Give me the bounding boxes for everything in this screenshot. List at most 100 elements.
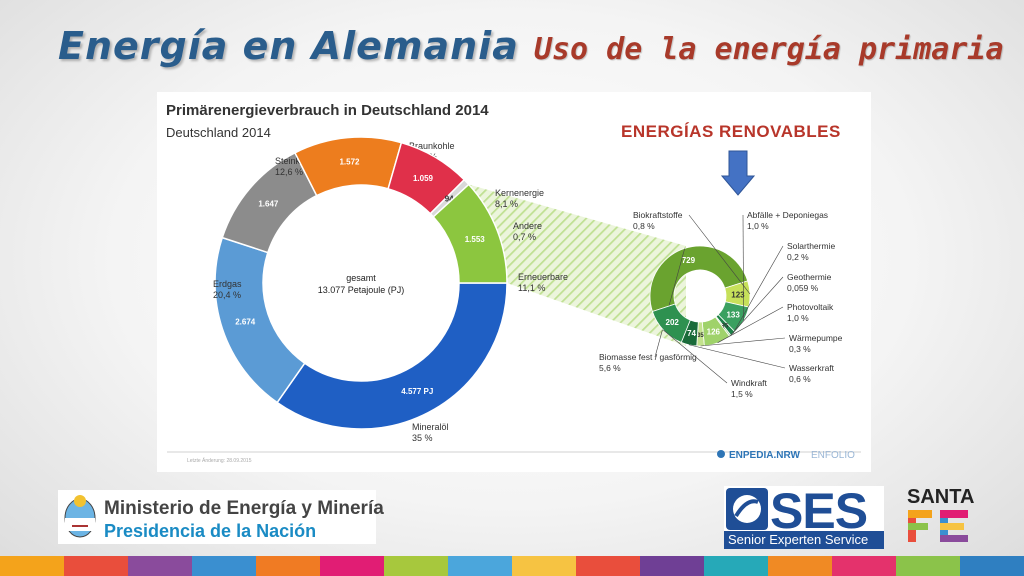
- argentina-coat-of-arms-icon: [64, 495, 96, 538]
- stripe-segment: [960, 556, 1024, 576]
- stripe-segment: [128, 556, 192, 576]
- slide-title-sub: Uso de la energía primaria: [533, 32, 1004, 67]
- slice-name-andere: Andere: [513, 221, 542, 231]
- slice-percent-kernenergie: 8,1 %: [495, 199, 518, 209]
- stripe-segment: [640, 556, 704, 576]
- stripe-segment: [576, 556, 640, 576]
- stripe-segment: [64, 556, 128, 576]
- slice-name-erdgas: Erdgas: [213, 279, 242, 289]
- slice-percent-steinkohle: 12,6 %: [275, 167, 303, 177]
- renewables-connector-band: [468, 184, 686, 346]
- stripe-segment: [704, 556, 768, 576]
- renew-leader-line-biokraftstoffe: [688, 214, 751, 295]
- slice-name-braunkohle: Braunkohle: [409, 141, 455, 151]
- slice-value-erneuerbare: 1.553: [465, 235, 486, 244]
- ses-subtitle-bar: [724, 531, 884, 549]
- renew-slice-name-biomasse-fest-gasformig: Biomasse fest / gasförmig: [599, 352, 697, 362]
- stripe-segment: [512, 556, 576, 576]
- renew-slice-value-biomasse-fest-gasformig: 729: [682, 256, 696, 265]
- renew-leader-line-windkraft: [663, 329, 728, 384]
- slide-title: Energía en Alemania Uso de la energía pr…: [58, 24, 1004, 68]
- slice-name-kernenergie: Kernenergie: [495, 188, 544, 198]
- renew-slice-percent-wasserkraft: 0,6 %: [789, 374, 811, 384]
- renew-slice-name-photovoltaik: Photovoltaik: [787, 302, 834, 312]
- renew-leader-line-geothermie: [729, 276, 784, 337]
- presidency-name: Presidencia de la Nación: [104, 521, 317, 541]
- renew-slice-value-photovoltaik: 126: [707, 328, 721, 337]
- stripe-segment: [832, 556, 896, 576]
- renew-leader-line-warmepumpe: [700, 337, 786, 347]
- center-label-line1: gesamt: [346, 273, 376, 283]
- renew-slice-name-solarthermie: Solarthermie: [787, 241, 835, 251]
- renew-slice-value-solarthermie: 25: [722, 324, 729, 330]
- slice-value-braunkohle: 1.572: [339, 158, 360, 167]
- color-stripe: [0, 556, 1024, 576]
- renew-slice-percent-windkraft: 1,5 %: [731, 389, 753, 399]
- renew-slice-value-abfalle-deponiegas: 133: [726, 311, 740, 320]
- renew-leader-line-abfalle-deponiegas: [742, 214, 744, 321]
- slice-name-steinkohle: Steinkohle: [275, 156, 317, 166]
- slice-value-andere: 94: [445, 195, 454, 204]
- renew-slice-percent-biokraftstoffe: 0,8 %: [633, 221, 655, 231]
- santa-fe-logo-fe: [908, 510, 968, 542]
- slice-percent-mineralol: 35 %: [412, 433, 433, 443]
- slice-percent-andere: 0,7 %: [513, 232, 536, 242]
- renew-slice-name-abfalle-deponiegas: Abfälle + Deponiegas: [747, 210, 828, 220]
- chart-panel: Primärenergieverbrauch in Deutschland 20…: [157, 92, 871, 472]
- slice-percent-erneuerbare: 11,1 %: [518, 283, 545, 293]
- slice-name-erneuerbare: Erneuerbare: [518, 272, 568, 282]
- renew-leader-line-wasserkraft: [688, 344, 786, 369]
- slice-value-kernenergie: 1.059: [413, 174, 434, 183]
- renew-slice-value-windkraft: 202: [666, 318, 680, 327]
- update-note: Letzte Änderung: 28.09.2015: [187, 457, 252, 464]
- ses-logo-text: SES: [770, 483, 868, 539]
- source-suffix: ENFOLIO: [811, 450, 855, 461]
- renew-slice-name-windkraft: Windkraft: [731, 378, 768, 388]
- chart-title: Primärenergieverbrauch in Deutschland 20…: [166, 102, 489, 119]
- stripe-segment: [384, 556, 448, 576]
- renew-leader-line-photovoltaik: [717, 306, 784, 344]
- slice-value-erdgas: 2.674: [235, 318, 256, 327]
- renew-slice-percent-solarthermie: 0,2 %: [787, 252, 809, 262]
- stripe-segment: [768, 556, 832, 576]
- connector-band-shape: [468, 184, 686, 346]
- renew-leader-line-solarthermie: [732, 245, 784, 334]
- slice-mineralol: [276, 282, 508, 430]
- slice-erdgas: [214, 236, 306, 404]
- renew-slice-percent-biomasse-fest-gasformig: 5,6 %: [599, 363, 621, 373]
- ministry-logo-block: [58, 490, 376, 544]
- stripe-segment: [448, 556, 512, 576]
- stripe-segment: [896, 556, 960, 576]
- stripe-segment: [320, 556, 384, 576]
- stripe-segment: [0, 556, 64, 576]
- ministry-name: Ministerio de Energía y Minería: [104, 498, 384, 519]
- chart-subtitle: Deutschland 2014: [166, 125, 271, 140]
- stripe-segment: [256, 556, 320, 576]
- slide-title-main: Energía en Alemania: [58, 24, 519, 68]
- chart-svg: Primärenergieverbrauch in Deutschland 20…: [166, 102, 861, 464]
- stripe-segment: [192, 556, 256, 576]
- renew-slice-percent-warmepumpe: 0,3 %: [789, 344, 811, 354]
- ses-logo-icon: [726, 488, 768, 530]
- globe-icon: [717, 450, 725, 458]
- renew-leader-line-biomasse-fest-gasformig: [654, 248, 685, 358]
- renew-slice-value-warmepumpe: 35: [697, 333, 704, 339]
- renew-slice-name-geothermie: Geothermie: [787, 272, 832, 282]
- renew-slice-name-wasserkraft: Wasserkraft: [789, 363, 835, 373]
- slice-value-steinkohle: 1.647: [258, 200, 279, 209]
- down-arrow-icon: [721, 150, 755, 196]
- slice-percent-erdgas: 20,4 %: [213, 290, 241, 300]
- renew-slice-value-wasserkraft: 74: [687, 329, 696, 338]
- renew-slice-value-biokraftstoffe: 123: [731, 290, 745, 299]
- renew-slice-name-warmepumpe: Wärmepumpe: [789, 333, 843, 343]
- renew-slice-name-biokraftstoffe: Biokraftstoffe: [633, 210, 683, 220]
- santa-fe-logo-santa: SANTA: [907, 486, 975, 508]
- renew-slice-percent-geothermie: 0,059 %: [787, 283, 819, 293]
- renew-slice-percent-photovoltaik: 1,0 %: [787, 313, 809, 323]
- ses-subtitle: Senior Experten Service: [728, 532, 869, 547]
- renewables-callout: ENERGÍAS RENOVABLES: [621, 122, 841, 141]
- slice-value-mineralol: 4.577 PJ: [401, 387, 433, 396]
- slice-erneuerbare: [432, 183, 508, 284]
